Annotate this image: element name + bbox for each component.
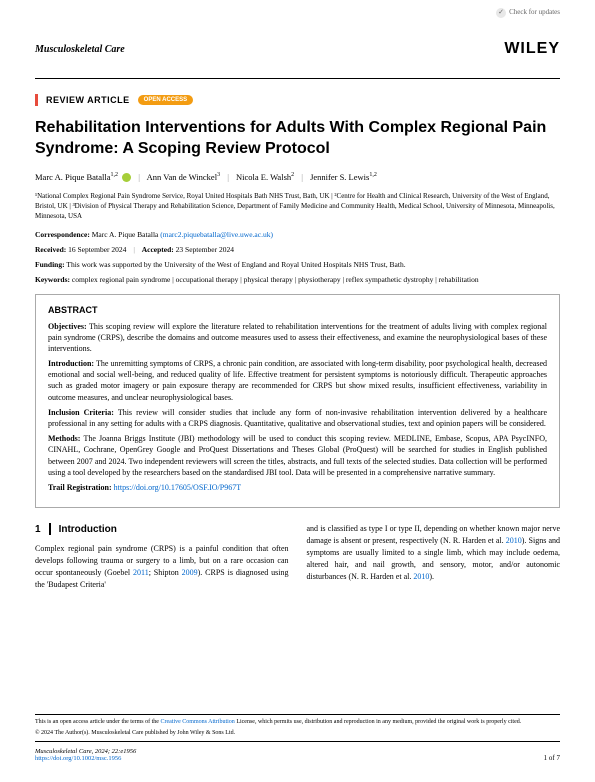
funding: Funding: This work was supported by the … — [35, 260, 560, 269]
abstract-methods: Methods: The Joanna Briggs Institute (JB… — [48, 433, 547, 478]
footer-divider-2 — [35, 741, 560, 742]
footer-citation: Musculoskeletal Care, 2024; 22:e1956 htt… — [35, 748, 136, 762]
copyright-text: © 2024 The Author(s). Musculoskeletal Ca… — [35, 730, 560, 738]
column-1: 1 Introduction Complex regional pain syn… — [35, 523, 289, 591]
abstract-heading: ABSTRACT — [48, 305, 547, 315]
footer: This is an open access article under the… — [35, 714, 560, 762]
license-text: This is an open access article under the… — [35, 719, 560, 727]
authors-list: Marc A. Pique Batalla1,2 | Ann Van de Wi… — [35, 172, 560, 183]
dates: Received: 16 September 2024 | Accepted: … — [35, 245, 560, 254]
header-divider — [35, 78, 560, 79]
footer-divider-1 — [35, 714, 560, 715]
page-number: 1 of 7 — [544, 754, 560, 762]
article-type-row: REVIEW ARTICLE OPEN ACCESS — [35, 94, 560, 106]
keywords: Keywords: complex regional pain syndrome… — [35, 275, 560, 284]
abstract-box: ABSTRACT Objectives: This scoping review… — [35, 294, 560, 509]
correspondence: Correspondence: Marc A. Pique Batalla (m… — [35, 230, 560, 239]
abstract-objectives: Objectives: This scoping review will exp… — [48, 321, 547, 355]
registration-link[interactable]: https://doi.org/10.17605/OSF.IO/P967T — [114, 483, 241, 492]
journal-name: Musculoskeletal Care — [35, 44, 125, 55]
correspondence-email[interactable]: (marc2.piquebatalla@live.uwe.ac.uk) — [160, 230, 273, 239]
author-1: Marc A. Pique Batalla — [35, 172, 111, 182]
author-2: Ann Van de Winckel — [147, 172, 217, 182]
author-3: Nicola E. Walsh — [236, 172, 291, 182]
author-4: Jennifer S. Lewis — [310, 172, 369, 182]
abstract-inclusion: Inclusion Criteria: This review will con… — [48, 407, 547, 429]
article-title: Rehabilitation Interventions for Adults … — [35, 118, 560, 160]
doi-link[interactable]: https://doi.org/10.1002/msc.1956 — [35, 755, 136, 762]
affiliations: ¹National Complex Regional Pain Syndrome… — [35, 192, 560, 221]
orcid-icon[interactable] — [122, 173, 131, 182]
check-updates-badge[interactable]: Check for updates — [496, 8, 560, 18]
abstract-registration: Trail Registration: https://doi.org/10.1… — [48, 482, 547, 493]
article-type-bar — [35, 94, 38, 106]
column-2: and is classified as type I or type II, … — [307, 523, 561, 591]
intro-heading: 1 Introduction — [35, 523, 289, 535]
publisher-logo: WILEY — [504, 40, 560, 58]
abstract-introduction: Introduction: The unremitting symptoms o… — [48, 358, 547, 403]
body-columns: 1 Introduction Complex regional pain syn… — [35, 523, 560, 591]
intro-text-1: Complex regional pain syndrome (CRPS) is… — [35, 543, 289, 591]
intro-text-2: and is classified as type I or type II, … — [307, 523, 561, 583]
cc-link[interactable]: Creative Commons Attribution — [160, 719, 234, 725]
open-access-badge: OPEN ACCESS — [138, 95, 193, 105]
article-type: REVIEW ARTICLE — [46, 95, 130, 105]
footer-bottom: Musculoskeletal Care, 2024; 22:e1956 htt… — [35, 748, 560, 762]
header: Musculoskeletal Care WILEY — [35, 40, 560, 58]
